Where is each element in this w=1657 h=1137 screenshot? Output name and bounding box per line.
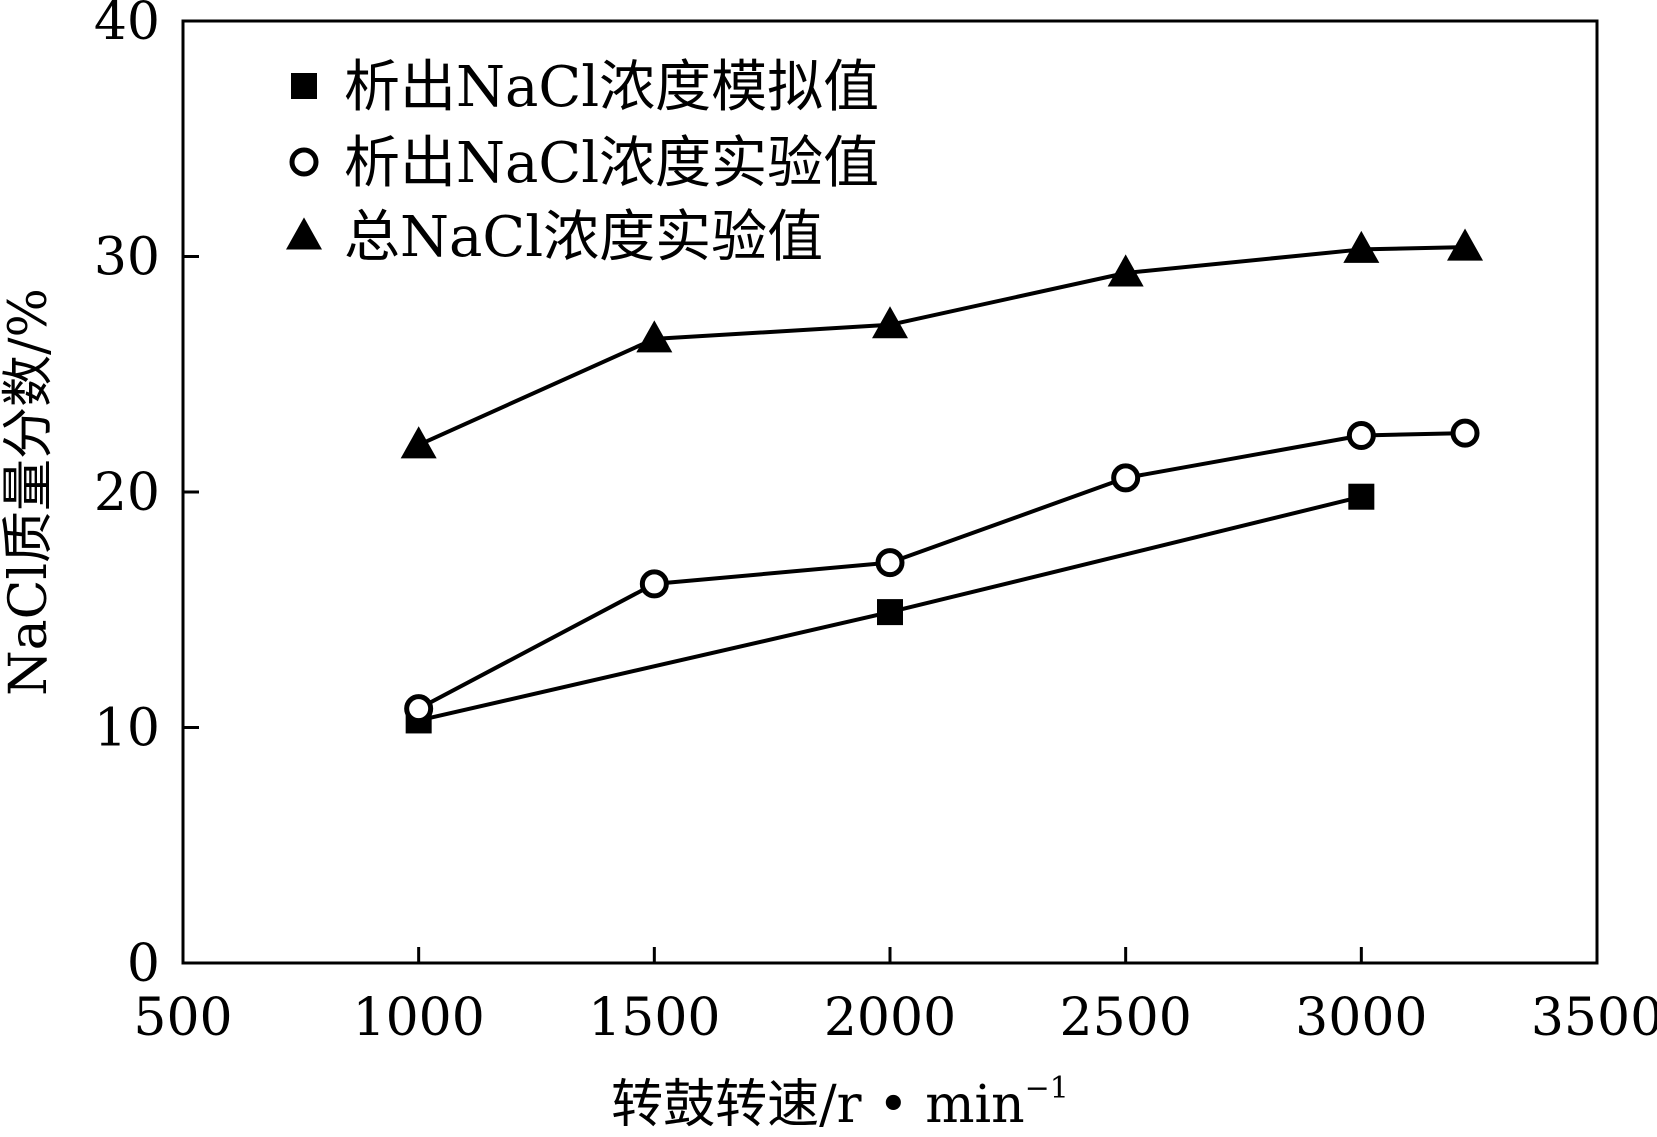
legend-label: 析出NaCl浓度模拟值 <box>344 55 879 120</box>
data-point-triangle <box>1107 254 1144 287</box>
legend-item-triangle: 总NaCl浓度实验值 <box>286 205 823 270</box>
data-point-triangle <box>636 320 673 353</box>
data-point-circle <box>404 694 434 724</box>
x-axis-title: 转鼓转速/r • min−1 <box>611 1071 1069 1135</box>
series-line <box>417 245 1466 447</box>
x-tick-label: 1000 <box>352 988 484 1048</box>
x-axis-ticks: 500 1000 1500 2000 2500 3000 3500 <box>133 947 1657 1048</box>
legend-item-square: 析出NaCl浓度模拟值 <box>291 55 879 120</box>
x-tick-label: 3500 <box>1531 988 1657 1048</box>
y-tick-label: 30 <box>94 228 160 288</box>
data-point-square <box>291 73 317 99</box>
y-axis-ticks: 0 10 20 30 40 <box>94 0 199 994</box>
x-tick-label: 2500 <box>1059 988 1191 1048</box>
legend-label: 析出NaCl浓度实验值 <box>344 131 879 196</box>
x-tick-label: 500 <box>133 988 232 1048</box>
y-tick-label: 20 <box>94 463 160 523</box>
data-point-circle <box>1450 418 1480 448</box>
x-tick-label: 1500 <box>588 988 720 1048</box>
x-tick-label: 2000 <box>824 988 956 1048</box>
legend-item-circle: 析出NaCl浓度实验值 <box>289 131 879 196</box>
series-line <box>417 431 1466 711</box>
x-tick-label: 3000 <box>1295 988 1427 1048</box>
data-point-triangle <box>400 426 437 459</box>
data-point-circle <box>639 569 669 599</box>
data-point-square <box>1348 483 1375 510</box>
data-point-circle <box>875 548 905 578</box>
y-axis-title: NaCl质量分数/% <box>0 288 59 696</box>
data-point-circle <box>1111 463 1141 493</box>
y-tick-label: 10 <box>94 699 160 759</box>
legend-label: 总NaCl浓度实验值 <box>344 205 823 270</box>
data-point-circle <box>1346 420 1376 450</box>
y-tick-label: 0 <box>127 934 160 994</box>
data-point-triangle <box>872 306 908 339</box>
data-point-triangle <box>1447 228 1484 261</box>
series-square <box>405 483 1375 734</box>
data-point-triangle <box>286 217 322 250</box>
data-point-square <box>877 599 903 626</box>
series-triangle <box>400 228 1484 459</box>
y-tick-label: 40 <box>94 0 160 52</box>
data-point-circle <box>289 147 319 177</box>
data-point-triangle <box>1343 230 1380 263</box>
series-layer <box>400 228 1484 734</box>
series-circle <box>404 418 1480 724</box>
